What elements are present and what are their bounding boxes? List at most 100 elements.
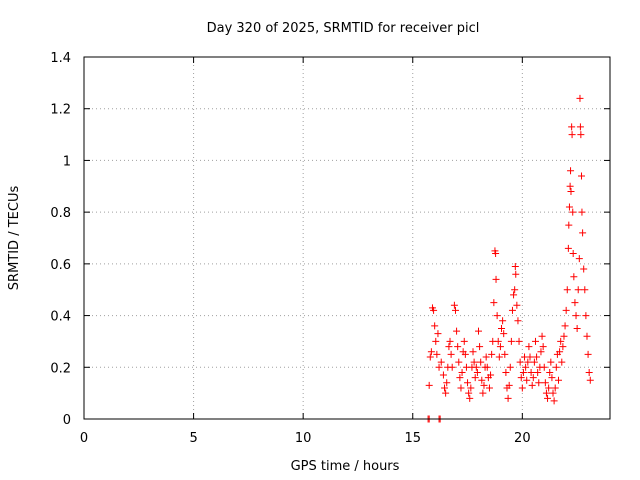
data-point	[526, 353, 534, 361]
data-point	[578, 208, 586, 216]
data-point	[453, 327, 461, 335]
data-point	[576, 123, 584, 131]
data-point	[430, 306, 438, 314]
data-point	[464, 379, 472, 387]
data-point	[566, 182, 574, 190]
data-point	[487, 371, 495, 379]
data-point	[450, 301, 458, 309]
data-point	[533, 353, 541, 361]
data-point	[505, 381, 513, 389]
x-tick-label: 5	[189, 431, 197, 446]
data-point	[485, 384, 493, 392]
data-point	[539, 343, 547, 351]
data-point	[583, 332, 591, 340]
data-point	[581, 286, 589, 294]
data-point	[443, 379, 451, 387]
chart-title: Day 320 of 2025, SRMTID for receiver pic…	[207, 21, 480, 36]
data-point	[570, 273, 578, 281]
data-point	[527, 368, 535, 376]
data-point	[519, 368, 527, 376]
data-point	[580, 265, 588, 273]
data-point	[461, 350, 469, 358]
data-point	[499, 317, 507, 325]
data-point	[477, 358, 485, 366]
data-point	[575, 255, 583, 263]
data-point	[483, 363, 491, 371]
data-point	[426, 353, 434, 361]
data-point	[572, 312, 580, 320]
x-tick-label: 15	[404, 431, 421, 446]
data-point	[490, 299, 498, 307]
data-point	[512, 270, 520, 278]
data-point	[425, 381, 433, 389]
data-point	[576, 94, 584, 102]
data-point	[584, 350, 592, 358]
y-axis: 0 0.2 0.4 0.6 0.8 1 1.2 1.4	[50, 51, 610, 428]
y-tick-label: 1.2	[50, 103, 71, 118]
x-tick-label: 20	[514, 431, 531, 446]
data-point	[586, 376, 594, 384]
data-point	[466, 394, 474, 402]
data-point	[573, 325, 581, 332]
data-point	[501, 350, 509, 358]
data-point	[511, 286, 519, 294]
data-point	[528, 381, 536, 389]
data-point	[482, 353, 490, 361]
data-point	[498, 325, 506, 332]
data-point	[446, 337, 454, 345]
data-point	[567, 167, 575, 175]
data-point	[529, 374, 537, 382]
data-point	[525, 343, 533, 351]
data-points	[424, 94, 594, 423]
data-point	[456, 374, 464, 382]
data-point	[567, 187, 575, 195]
y-tick-label: 0.2	[50, 361, 71, 376]
data-point	[554, 376, 562, 384]
data-point	[574, 286, 582, 294]
data-point	[448, 363, 456, 371]
y-tick-label: 1.4	[50, 51, 71, 66]
y-tick-label: 0	[63, 413, 71, 428]
data-point	[537, 348, 545, 356]
data-point	[434, 330, 442, 338]
data-point	[471, 374, 479, 382]
data-point	[500, 330, 508, 338]
data-point	[516, 358, 524, 366]
data-point	[545, 384, 553, 392]
data-point	[455, 358, 463, 366]
data-point	[506, 363, 514, 371]
data-point	[488, 350, 496, 358]
data-point	[478, 376, 486, 384]
data-point	[427, 348, 435, 356]
data-point	[542, 389, 550, 397]
data-point	[530, 358, 538, 366]
data-point	[560, 332, 568, 340]
data-point	[557, 337, 565, 345]
data-point	[531, 337, 539, 345]
data-point	[565, 203, 573, 211]
data-point	[524, 358, 532, 366]
y-tick-label: 0.4	[50, 310, 71, 325]
data-point	[582, 312, 590, 320]
data-point	[442, 389, 450, 397]
data-point	[457, 384, 465, 392]
data-point	[556, 348, 564, 356]
data-point	[470, 358, 478, 366]
data-point	[472, 363, 480, 371]
data-point	[435, 363, 443, 371]
data-point	[504, 394, 512, 402]
data-point	[469, 348, 477, 356]
data-point	[510, 291, 518, 299]
plot-frame	[83, 56, 611, 420]
data-point	[447, 350, 455, 358]
y-tick-label: 0.8	[50, 206, 71, 221]
data-point	[515, 337, 523, 345]
x-tick-label: 0	[80, 431, 88, 446]
y-tick-label: 0.6	[50, 258, 71, 273]
data-point	[492, 250, 500, 258]
data-point	[579, 229, 587, 237]
data-point	[540, 363, 548, 371]
data-point	[569, 250, 577, 258]
data-point	[541, 379, 549, 387]
